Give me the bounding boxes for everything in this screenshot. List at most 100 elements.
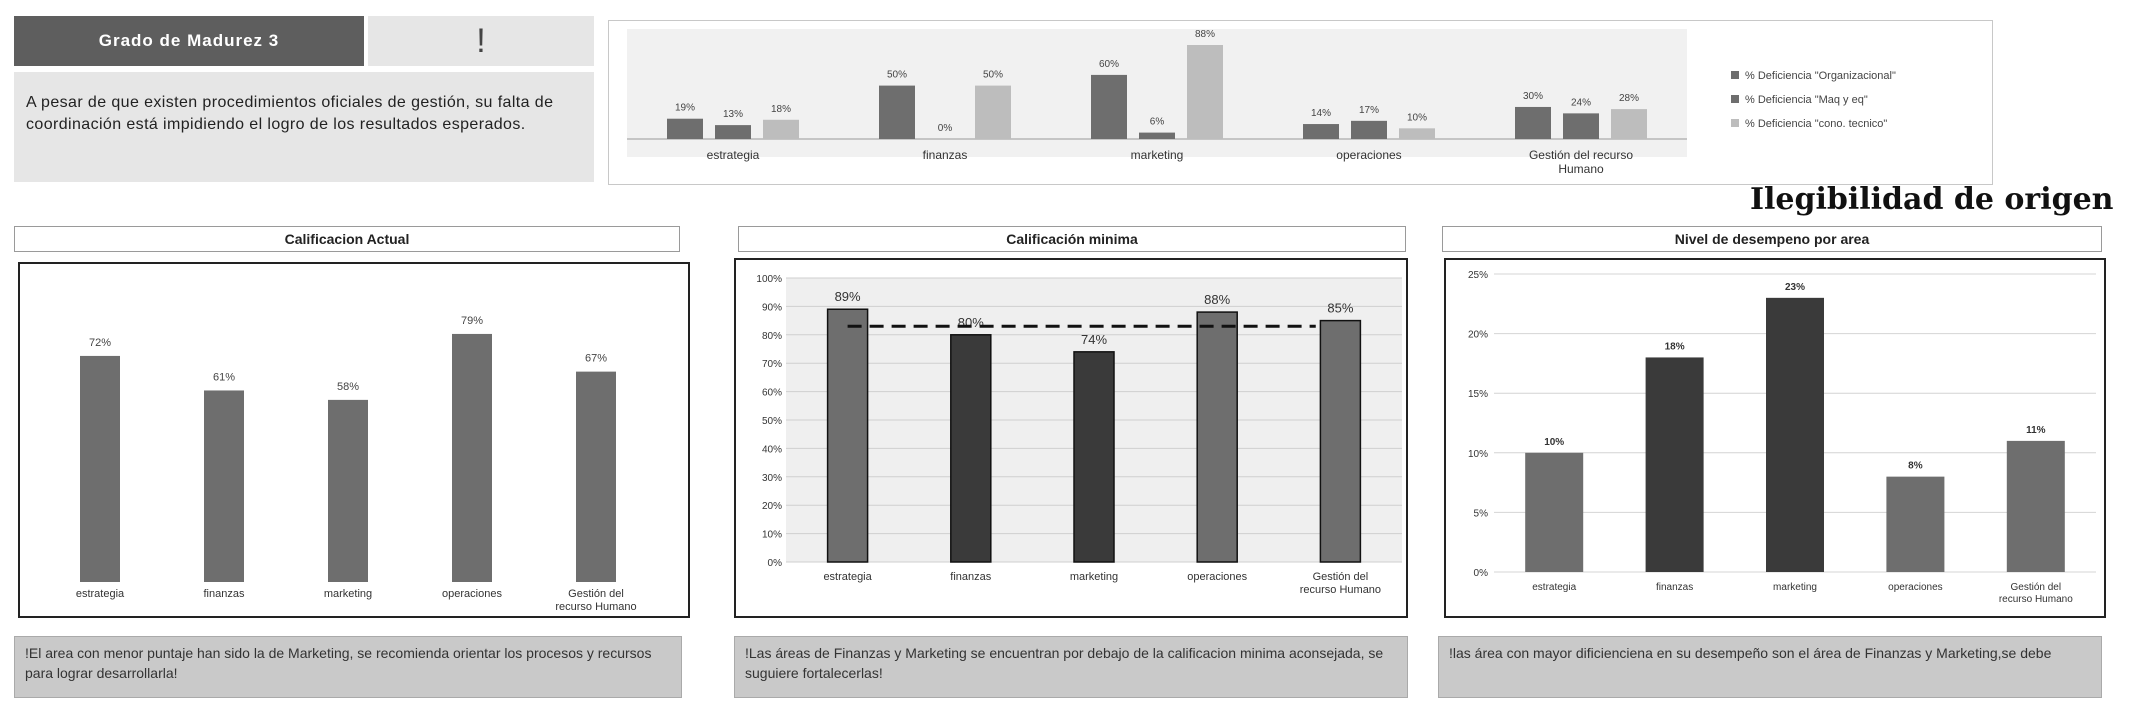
- deficiencias-bar: [1611, 109, 1647, 139]
- actual-note: !El area con menor puntaje han sido la d…: [14, 636, 682, 698]
- desempeno-bar: [1766, 297, 1824, 572]
- ilegibilidad-note: Ilegibilidad de origen: [1750, 182, 2114, 217]
- actual-bar: [328, 399, 368, 582]
- minima-data-label: 88%: [1204, 292, 1230, 307]
- deficiencias-data-label: 28%: [1619, 93, 1639, 104]
- warning-mark-icon: !: [368, 16, 594, 66]
- deficiencias-data-label: 60%: [1099, 59, 1119, 70]
- deficiencias-data-label: 50%: [887, 70, 907, 81]
- deficiencias-category-label: Gestión del recurso Humano: [1529, 148, 1633, 176]
- desempeno-y-tick: 0%: [1474, 568, 1489, 579]
- deficiencias-bar: [1091, 74, 1127, 139]
- grado-title: Grado de Madurez 3: [14, 16, 364, 66]
- deficiencias-bar: [1399, 128, 1435, 139]
- grado-description: A pesar de que existen procedimientos of…: [14, 72, 594, 182]
- actual-chart: 72% estrategia 61% finanzas 58% marketing 79% o…: [76, 315, 637, 613]
- actual-bar: [576, 371, 616, 582]
- minima-y-tick: 40%: [762, 444, 782, 455]
- deficiencias-bar: [879, 85, 915, 139]
- actual-data-label: 67%: [585, 353, 607, 365]
- desempeno-data-label: 11%: [2026, 425, 2046, 436]
- minima-y-tick: 30%: [762, 473, 782, 484]
- desempeno-y-tick: 10%: [1468, 449, 1488, 460]
- actual-data-label: 61%: [213, 371, 235, 383]
- minima-category-label: Gestión del recurso Humano: [1300, 571, 1381, 596]
- deficiencias-category-label: finanzas: [923, 148, 968, 162]
- desempeno-category-label: marketing: [1773, 582, 1817, 593]
- desempeno-category-label: estrategia: [1532, 582, 1576, 593]
- minima-category-label: marketing: [1070, 571, 1118, 583]
- deficiencias-bar: [1303, 124, 1339, 139]
- deficiencias-bar: [667, 118, 703, 139]
- desempeno-data-label: 8%: [1908, 461, 1923, 472]
- desempeno-data-label: 10%: [1544, 437, 1564, 448]
- desempeno-category-label: finanzas: [1656, 582, 1693, 593]
- deficiencias-data-label: 19%: [675, 103, 695, 114]
- deficiencias-bar: [763, 119, 799, 139]
- actual-data-label: 58%: [337, 381, 359, 393]
- minima-chart-frame: 0% 10% 20% 30% 40% 50% 60% 70% 80% 90% 100% 89% estr…: [734, 258, 1408, 618]
- minima-bar: [1319, 319, 1362, 563]
- minima-bar: [950, 334, 992, 563]
- minima-title: Calificación minima: [738, 226, 1406, 252]
- deficiencias-data-label: 88%: [1195, 29, 1215, 40]
- deficiencias-chart: 19% 13% 18% estrategia 50% 0% 50% finanzas 60% 6%…: [627, 29, 1896, 176]
- actual-bar: [80, 355, 120, 582]
- minima-data-label: 74%: [1081, 332, 1107, 347]
- actual-category-label: estrategia: [76, 588, 125, 600]
- minima-note: !Las áreas de Finanzas y Marketing se en…: [734, 636, 1408, 698]
- desempeno-title: Nivel de desempeno por area: [1442, 226, 2102, 252]
- deficiencias-data-label: 24%: [1571, 97, 1591, 108]
- desempeno-bar: [1886, 476, 1945, 572]
- deficiencias-bar: [1351, 120, 1387, 139]
- deficiencias-data-label: 30%: [1523, 91, 1543, 102]
- desempeno-y-tick: 5%: [1474, 508, 1489, 519]
- actual-data-label: 72%: [89, 337, 111, 349]
- desempeno-chart: 0% 5% 10% 15% 20% 25% 10% estrategia 18% finanzas…: [1468, 270, 2096, 605]
- deficiencias-bar: [1187, 45, 1223, 139]
- minima-y-tick: 50%: [762, 416, 782, 427]
- desempeno-y-tick: 20%: [1468, 330, 1488, 341]
- minima-y-tick: 20%: [762, 501, 782, 512]
- deficiencias-bar: [1515, 106, 1551, 139]
- minima-category-label: finanzas: [950, 571, 991, 583]
- deficiencias-bar: [975, 85, 1011, 139]
- desempeno-y-tick: 15%: [1468, 389, 1488, 400]
- deficiencias-data-label: 10%: [1407, 112, 1427, 123]
- minima-data-label: 85%: [1327, 301, 1353, 316]
- deficiencias-data-label: 0%: [938, 123, 953, 134]
- deficiencias-category-label: estrategia: [707, 148, 760, 162]
- minima-y-tick: 10%: [762, 530, 782, 541]
- minima-category-label: estrategia: [823, 571, 872, 583]
- minima-y-tick: 0%: [768, 558, 783, 569]
- deficiencias-legend-entry: % Deficiencia "cono. tecnico": [1745, 118, 1887, 130]
- deficiencias-data-label: 18%: [771, 104, 791, 115]
- actual-chart-frame: 72% estrategia 61% finanzas 58% marketing 79% o…: [18, 262, 690, 618]
- deficiencias-bar: [1563, 113, 1599, 139]
- desempeno-y-tick: 25%: [1468, 270, 1488, 281]
- deficiencias-legend-entry: % Deficiencia "Organizacional": [1745, 70, 1896, 82]
- minima-bar: [1196, 311, 1238, 563]
- minima-y-tick: 70%: [762, 359, 782, 370]
- desempeno-bar: [1645, 357, 1704, 572]
- desempeno-chart-frame: 0% 5% 10% 15% 20% 25% 10% estrategia 18% finanzas…: [1444, 258, 2106, 618]
- minima-bar: [826, 308, 869, 563]
- deficiencias-data-label: 14%: [1311, 108, 1331, 119]
- minima-bar: [1073, 351, 1115, 563]
- minima-data-label: 89%: [835, 289, 861, 304]
- minima-y-tick: 60%: [762, 388, 782, 399]
- desempeno-category-label: operaciones: [1888, 582, 1942, 593]
- minima-y-tick: 80%: [762, 331, 782, 342]
- actual-data-label: 79%: [461, 315, 483, 327]
- desempeno-category-label: Gestión del recurso Humano: [1999, 582, 2073, 605]
- actual-category-label: finanzas: [204, 588, 245, 600]
- desempeno-data-label: 18%: [1665, 341, 1685, 352]
- desempeno-data-label: 23%: [1785, 282, 1805, 293]
- deficiencias-category-label: marketing: [1131, 148, 1184, 162]
- actual-bar: [452, 333, 492, 582]
- actual-category-label: operaciones: [442, 588, 502, 600]
- minima-category-label: operaciones: [1187, 571, 1247, 583]
- deficiencias-bar: [715, 125, 751, 139]
- desempeno-bar: [2006, 440, 2065, 572]
- deficiencias-data-label: 13%: [723, 109, 743, 120]
